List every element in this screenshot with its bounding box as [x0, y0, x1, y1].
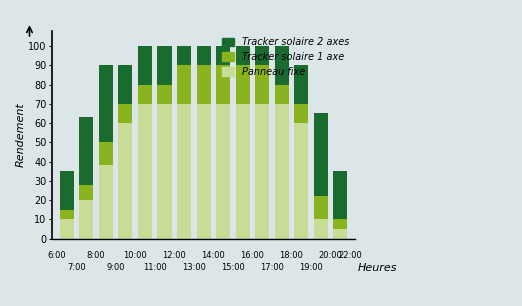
Bar — [275, 46, 289, 84]
Text: 12:00: 12:00 — [162, 251, 186, 260]
Text: 8:00: 8:00 — [87, 251, 105, 260]
Bar — [197, 46, 210, 65]
Bar — [255, 46, 269, 65]
Bar — [158, 46, 172, 84]
Bar — [158, 104, 172, 239]
Bar — [314, 219, 328, 239]
Bar — [216, 104, 230, 239]
Bar — [60, 210, 74, 219]
Bar — [118, 65, 133, 104]
Bar — [138, 46, 152, 84]
Bar — [138, 84, 152, 104]
Bar — [158, 84, 172, 104]
Bar — [99, 142, 113, 166]
Bar — [197, 104, 210, 239]
Bar — [314, 114, 328, 196]
Bar — [197, 65, 210, 104]
Text: 7:00: 7:00 — [67, 263, 86, 272]
Text: 17:00: 17:00 — [260, 263, 284, 272]
Legend: Tracker solaire 2 axes, Tracker solaire 1 axe, Panneau fixe: Tracker solaire 2 axes, Tracker solaire … — [219, 33, 353, 81]
Bar — [235, 46, 250, 65]
Bar — [255, 65, 269, 104]
Text: 15:00: 15:00 — [221, 263, 245, 272]
Text: 16:00: 16:00 — [241, 251, 264, 260]
Bar — [79, 185, 93, 200]
Bar — [333, 229, 347, 239]
Bar — [177, 104, 191, 239]
Bar — [138, 104, 152, 239]
Bar — [255, 104, 269, 239]
Bar — [275, 84, 289, 104]
Text: Heures: Heures — [358, 263, 397, 273]
Bar — [314, 196, 328, 219]
Bar — [333, 171, 347, 219]
Text: 10:00: 10:00 — [123, 251, 147, 260]
Text: 11:00: 11:00 — [143, 263, 167, 272]
Bar — [60, 219, 74, 239]
Bar — [177, 65, 191, 104]
Text: 13:00: 13:00 — [182, 263, 206, 272]
Bar — [294, 104, 309, 123]
Bar — [275, 104, 289, 239]
Bar — [99, 166, 113, 239]
Text: 22:00: 22:00 — [338, 251, 362, 260]
Bar — [333, 219, 347, 229]
Bar — [216, 65, 230, 104]
Bar — [216, 46, 230, 65]
Text: 18:00: 18:00 — [280, 251, 303, 260]
Bar — [79, 200, 93, 239]
Bar — [79, 117, 93, 185]
Text: 6:00: 6:00 — [48, 251, 66, 260]
Bar — [294, 123, 309, 239]
Bar — [235, 104, 250, 239]
Text: 14:00: 14:00 — [201, 251, 225, 260]
Bar — [235, 65, 250, 104]
Text: 19:00: 19:00 — [299, 263, 323, 272]
Text: 9:00: 9:00 — [106, 263, 125, 272]
Y-axis label: Rendement: Rendement — [16, 102, 26, 167]
Bar — [294, 65, 309, 104]
Bar — [60, 171, 74, 210]
Bar — [118, 104, 133, 123]
Bar — [99, 65, 113, 142]
Bar — [177, 46, 191, 65]
Text: 20:00: 20:00 — [318, 251, 342, 260]
Bar — [118, 123, 133, 239]
